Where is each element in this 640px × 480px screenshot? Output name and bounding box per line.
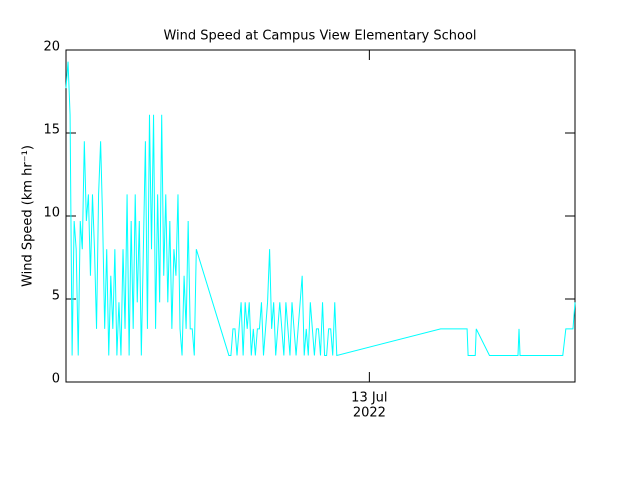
y-tick-label: 0 — [52, 372, 60, 387]
y-tick-label: 5 — [52, 289, 60, 304]
chart-title: Wind Speed at Campus View Elementary Sch… — [163, 29, 476, 44]
x-tick-label: 2022 — [353, 406, 386, 421]
y-tick-label: 10 — [43, 206, 60, 221]
y-tick-label: 15 — [43, 123, 60, 138]
y-tick-label: 20 — [43, 40, 60, 55]
data-line — [65, 61, 576, 357]
y-axis-label: Wind Speed (km hr⁻¹) — [21, 145, 36, 287]
x-tick-label: 13 Jul — [351, 391, 387, 406]
